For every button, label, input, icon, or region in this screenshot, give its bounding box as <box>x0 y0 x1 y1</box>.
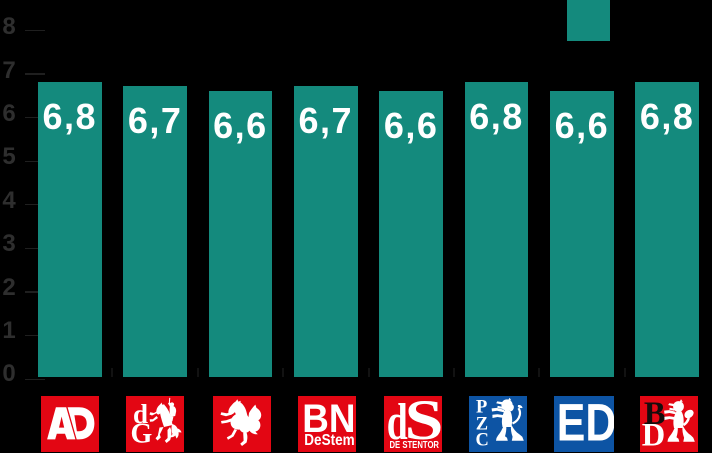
svg-text:P: P <box>476 398 487 418</box>
svg-text:DeStem: DeStem <box>305 432 355 449</box>
svg-text:DE STENTOR: DE STENTOR <box>389 439 439 451</box>
svg-text:BN: BN <box>303 397 356 441</box>
svg-text:G: G <box>131 419 153 450</box>
svg-text:C: C <box>476 430 489 450</box>
svg-text:D: D <box>641 417 664 452</box>
svg-text:B: B <box>643 396 665 432</box>
svg-text:ED: ED <box>557 396 614 452</box>
svg-text:S: S <box>404 396 442 452</box>
svg-text:d: d <box>133 399 148 429</box>
svg-text:d: d <box>387 396 408 451</box>
svg-text:Z: Z <box>476 415 488 435</box>
